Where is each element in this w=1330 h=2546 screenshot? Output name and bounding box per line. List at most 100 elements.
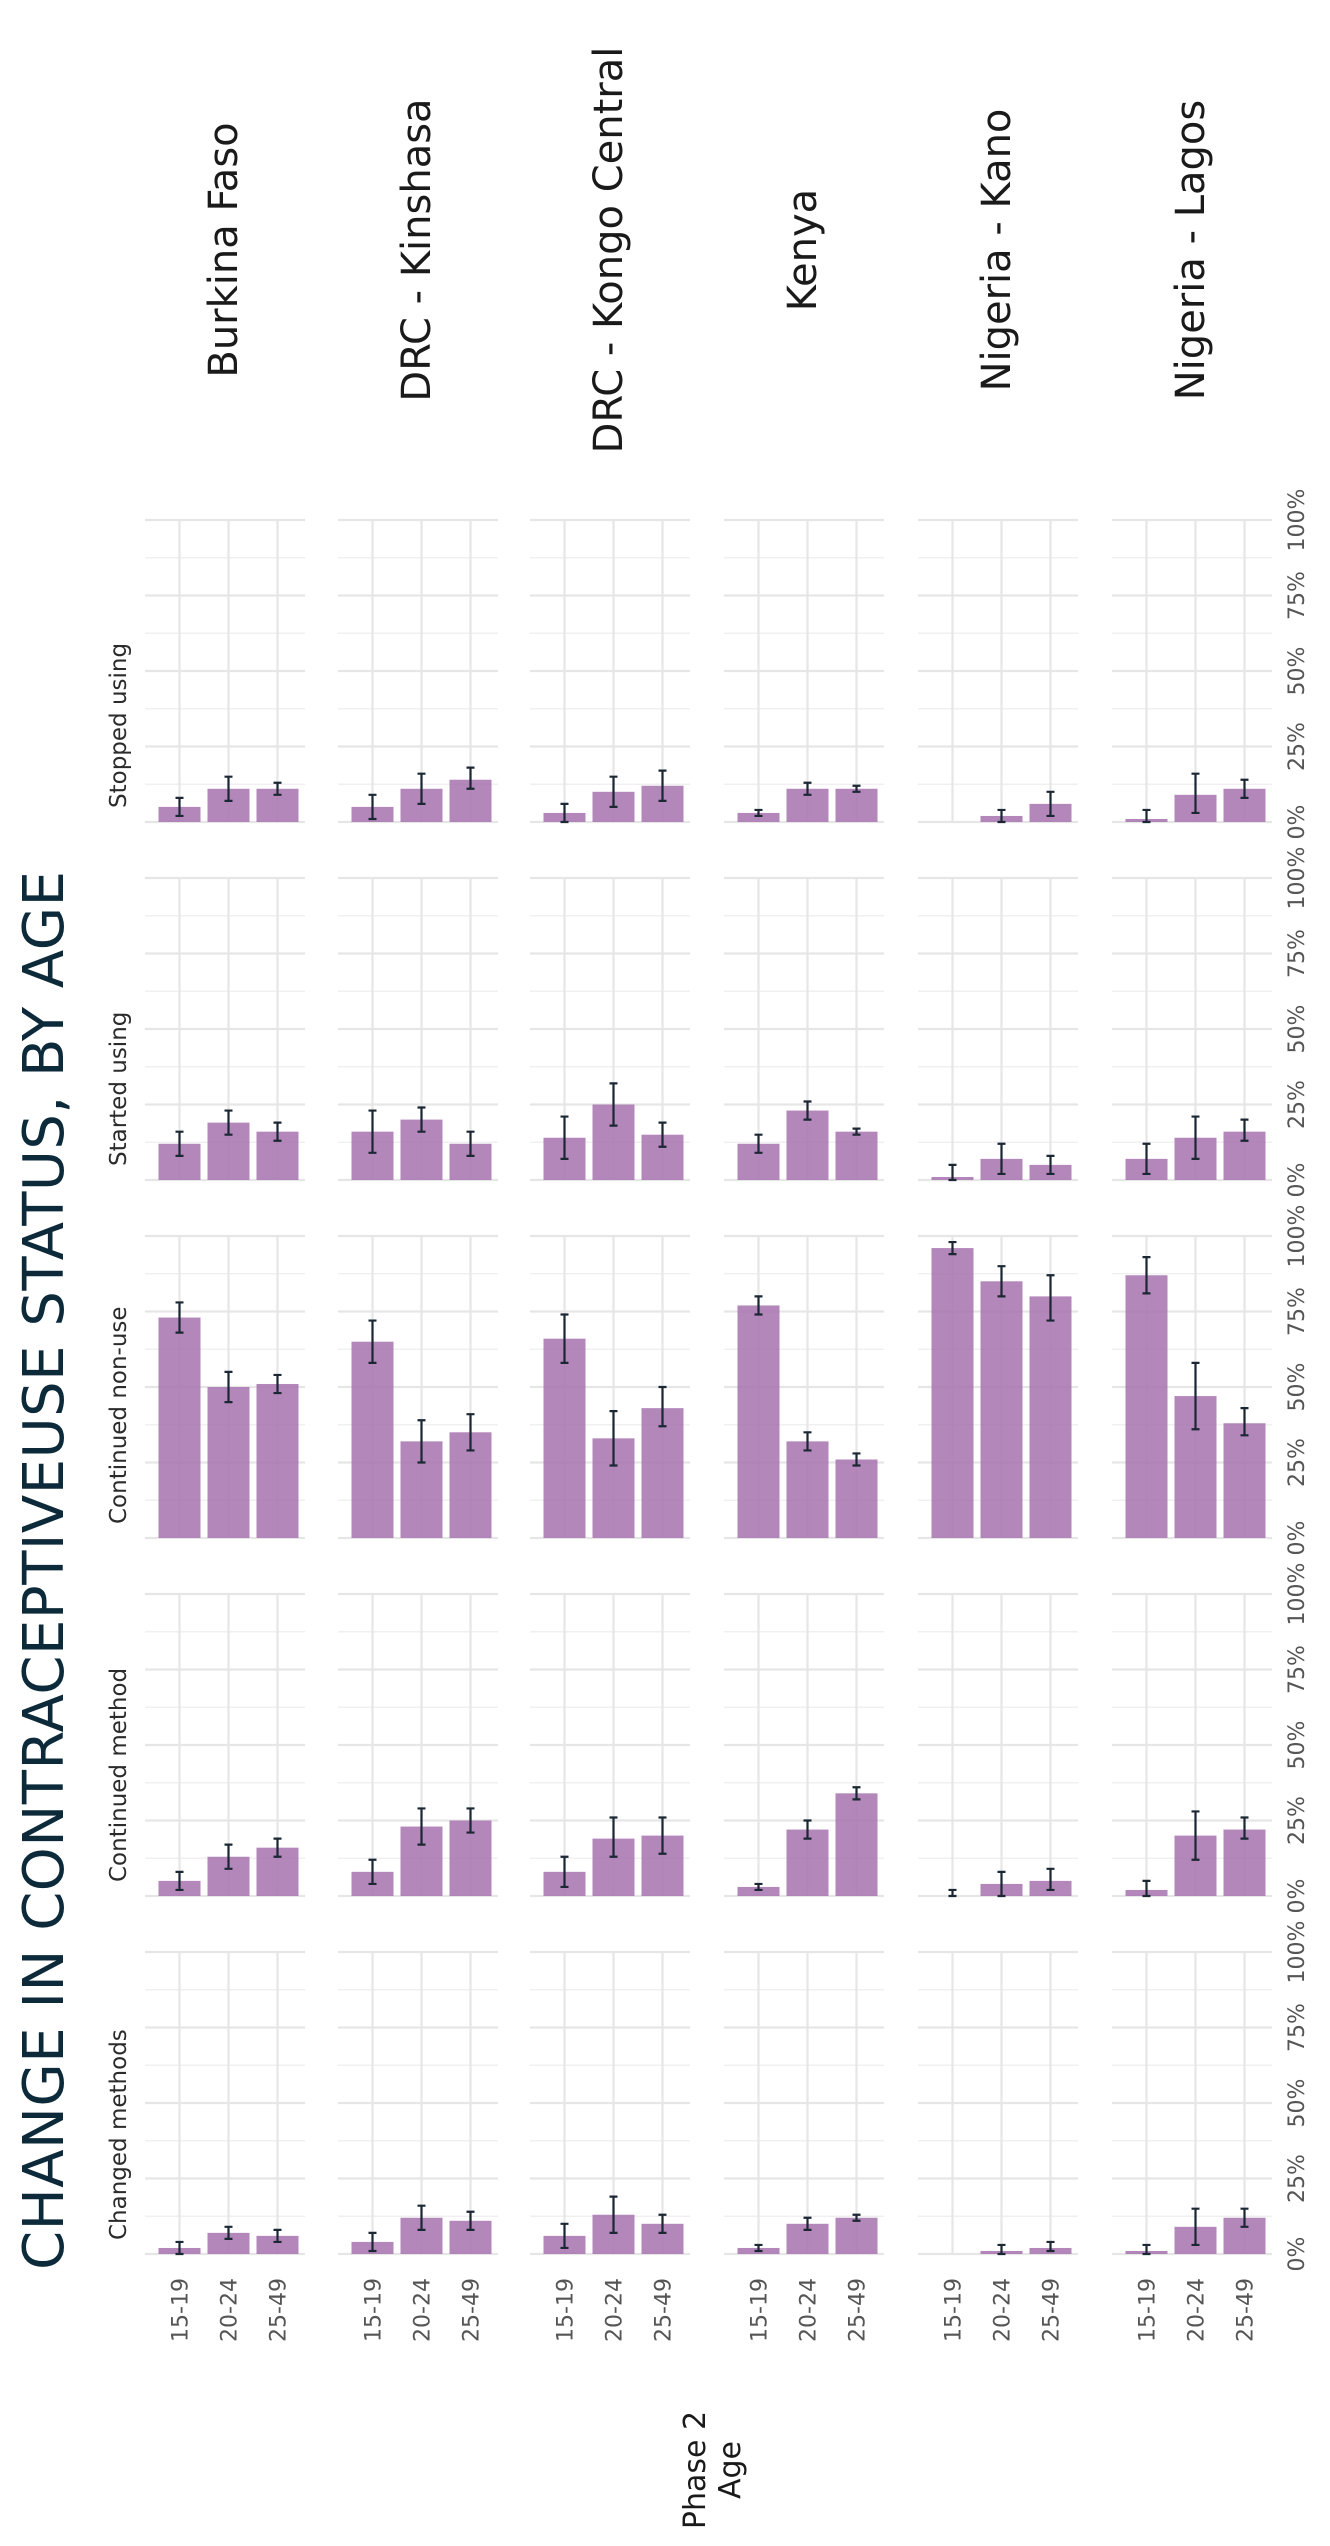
bar-kenya-continued-non-use-15-19 (737, 1305, 780, 1538)
tick-label-value: 100% (1285, 489, 1310, 552)
tick-label-value: 100% (1285, 1563, 1310, 1626)
tick-label-value: 25% (1285, 2154, 1310, 2203)
bar-burkina-faso-changed-methods-20-24 (207, 2232, 250, 2254)
error-bar (1046, 1867, 1055, 1892)
error-bar (1240, 2207, 1249, 2228)
tick-label-value: 50% (1285, 1363, 1310, 1412)
facet-label-status: Continued method (106, 1668, 132, 1882)
tick-label-age: 25-49 (460, 2278, 485, 2342)
tick-label-value: 25% (1285, 1796, 1310, 1845)
facet-label-status: Continued non-use (106, 1306, 132, 1524)
error-bar (997, 2243, 1006, 2256)
tick-label-age: 15-19 (362, 2278, 387, 2342)
tick-label-value: 25% (1285, 722, 1310, 771)
tick-label-value: 50% (1285, 647, 1310, 696)
tick-label-value: 75% (1285, 929, 1310, 978)
facet-label-status: Changed methods (106, 2029, 132, 2240)
error-bar (658, 1121, 667, 1148)
facet-label-country: DRC - Kinshasa (394, 98, 440, 401)
error-bar (273, 1373, 282, 1395)
tick-label-value: 50% (1285, 2079, 1310, 2128)
error-bar (175, 796, 184, 818)
error-bar (417, 1807, 426, 1846)
bar-nigeria-lagos-continued-method-25-49 (1223, 1829, 1266, 1896)
error-bar (273, 2228, 282, 2244)
tick-label-age: 15-19 (748, 2278, 773, 2342)
error-bar (466, 1807, 475, 1834)
bar-nigeria-kano-continued-non-use-25-49 (1029, 1296, 1072, 1538)
error-bar (803, 1100, 812, 1121)
error-bar (224, 1843, 233, 1870)
bar-kenya-changed-methods-25-49 (835, 2217, 878, 2254)
facet-label-status: Started using (106, 1012, 132, 1166)
bar-kenya-stopped-using-25-49 (835, 788, 878, 822)
error-bar (852, 784, 861, 793)
tick-label-value: 50% (1285, 1721, 1310, 1770)
tick-label-age: 15-19 (1136, 2278, 1161, 2342)
tick-label-age: 15-19 (169, 2278, 194, 2342)
bar-kenya-started-using-20-24 (786, 1110, 829, 1180)
error-bar (466, 1130, 475, 1157)
error-bar (754, 1133, 763, 1154)
error-bar (754, 808, 763, 818)
error-bar (754, 1882, 763, 1892)
error-bar (560, 802, 569, 824)
error-bar (1240, 1816, 1249, 1840)
error-bar (368, 1319, 377, 1364)
tick-label-age: 25-49 (1040, 2278, 1065, 2342)
error-bar (803, 1431, 812, 1452)
error-bar (1191, 772, 1200, 815)
error-bar (273, 1837, 282, 1858)
tick-label-value: 0% (1285, 1163, 1310, 1198)
error-bar (852, 1786, 861, 1801)
tick-label-age: 20-24 (411, 2278, 436, 2342)
error-bar (1191, 1361, 1200, 1431)
error-bar (224, 775, 233, 802)
bar-drc-kinshasa-continued-non-use-15-19 (351, 1341, 394, 1538)
error-bar (1142, 1879, 1151, 1898)
error-bar (609, 775, 618, 808)
error-bar (658, 1385, 667, 1428)
bar-kenya-continued-method-25-49 (835, 1793, 878, 1896)
bar-burkina-faso-continued-non-use-25-49 (256, 1383, 299, 1538)
error-bar (1240, 1118, 1249, 1142)
bar-kenya-continued-non-use-20-24 (786, 1441, 829, 1538)
chart-panels: Burkina Faso DRC - Kinshasa DRC - Kongo Ce… (106, 47, 1310, 2342)
error-bar (417, 1106, 426, 1133)
error-bar (368, 2231, 377, 2253)
tick-label-age: 25-49 (846, 2278, 871, 2342)
error-bar (1240, 1407, 1249, 1437)
error-bar (560, 2222, 569, 2250)
bar-kenya-stopped-using-15-19 (737, 812, 780, 822)
error-bar (417, 1419, 426, 1464)
error-bar (1046, 1274, 1055, 1322)
error-bar (1142, 2243, 1151, 2256)
tick-label-value: 100% (1285, 1921, 1310, 1984)
bar-burkina-faso-continued-non-use-20-24 (207, 1387, 250, 1538)
facet-label-status: Stopped using (106, 643, 132, 808)
error-bar (273, 781, 282, 796)
tick-label-age: 25-49 (652, 2278, 677, 2342)
error-bar (417, 2204, 426, 2231)
error-bar (1191, 1115, 1200, 1160)
error-bar (658, 2213, 667, 2234)
error-bar (175, 1130, 184, 1157)
tick-label-value: 75% (1285, 2003, 1310, 2052)
error-bar (948, 1163, 957, 1182)
error-bar (803, 781, 812, 796)
error-bar (803, 2216, 812, 2231)
error-bar (560, 1313, 569, 1364)
error-bar (803, 1819, 812, 1840)
error-bar (997, 808, 1006, 824)
error-bar (368, 1858, 377, 1886)
error-bar (1142, 1142, 1151, 1176)
facet-label-country: Nigeria - Lagos (1168, 100, 1214, 400)
error-bar (175, 1870, 184, 1892)
tick-label-age: 20-24 (1185, 2278, 1210, 2342)
tick-label-age: 20-24 (603, 2278, 628, 2342)
tick-label-age: 20-24 (218, 2278, 243, 2342)
bar-kenya-started-using-25-49 (835, 1131, 878, 1180)
error-bar (852, 1127, 861, 1136)
error-bar (948, 1888, 957, 1898)
